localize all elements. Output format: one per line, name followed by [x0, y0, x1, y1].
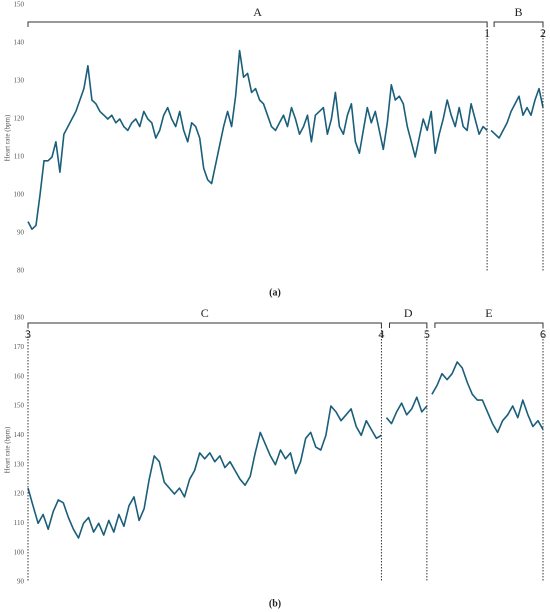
- y-tick-label: 160: [14, 372, 25, 380]
- y-tick-label: 110: [14, 519, 25, 527]
- boundary-label: 4: [378, 327, 384, 341]
- segment-label: E: [485, 306, 492, 320]
- heart-rate-line: [385, 396, 428, 425]
- heart-rate-line: [431, 361, 544, 434]
- y-tick-label: 130: [14, 460, 25, 468]
- y-tick-label: 110: [14, 153, 25, 161]
- y-tick-label: 120: [14, 115, 25, 123]
- y-tick-label: 140: [14, 39, 25, 47]
- segment-bracket: [27, 322, 382, 328]
- segment-label: A: [253, 5, 262, 19]
- boundary-label: 3: [25, 327, 31, 341]
- y-tick-label: 140: [14, 431, 25, 439]
- caption: (a): [269, 287, 281, 298]
- heart-rate-line: [27, 49, 488, 230]
- heart-rate-line: [27, 405, 382, 539]
- y-axis-label: Heart rate (bpm): [4, 114, 12, 161]
- y-tick-label: 150: [14, 402, 25, 410]
- segment-label: C: [201, 306, 209, 320]
- boundary-label: 1: [484, 26, 490, 40]
- y-tick-label: 170: [14, 343, 25, 351]
- y-tick-label: 100: [14, 191, 25, 199]
- y-tick-label: 130: [14, 77, 25, 85]
- y-axis-label: Heart rate (bpm): [4, 426, 12, 473]
- heart-rate-line: [490, 87, 544, 139]
- y-tick-label: 180: [14, 314, 25, 322]
- y-tick-label: 120: [14, 490, 25, 498]
- y-tick-label: 90: [17, 578, 25, 586]
- segment-label: D: [404, 306, 413, 320]
- segment-bracket: [388, 322, 428, 328]
- boundary-label: 6: [540, 327, 546, 341]
- boundary-label: 5: [424, 327, 430, 341]
- caption: (b): [269, 598, 281, 609]
- segment-bracket: [493, 21, 544, 27]
- y-tick-label: 80: [17, 267, 25, 275]
- y-tick-label: 150: [14, 1, 25, 9]
- segment-bracket: [434, 322, 544, 328]
- segment-label: B: [515, 5, 523, 19]
- y-tick-label: 90: [17, 229, 25, 237]
- boundary-label: 2: [540, 26, 546, 40]
- segment-bracket: [27, 21, 488, 27]
- y-tick-label: 100: [14, 548, 25, 556]
